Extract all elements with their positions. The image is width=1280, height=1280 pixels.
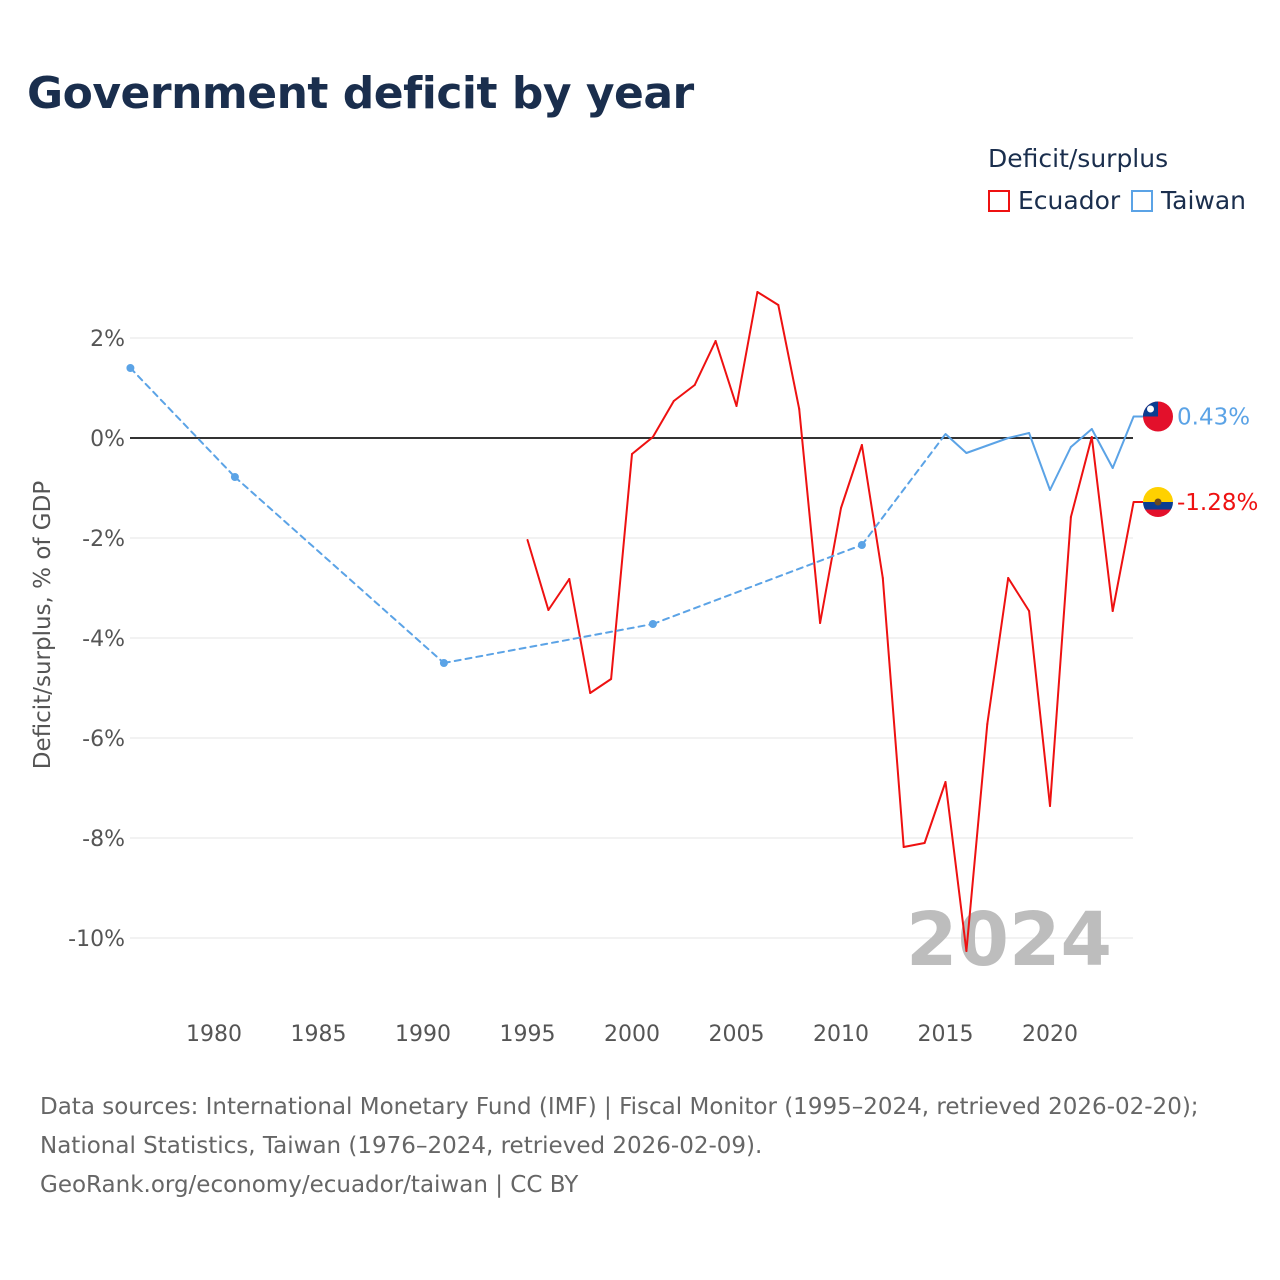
footer-credit[interactable]: GeoRank.org/economy/ecuador/taiwan | CC … bbox=[40, 1172, 579, 1198]
y-axis-label: Deficit/surplus, % of GDP bbox=[30, 481, 56, 770]
y-tick-label: -10% bbox=[68, 927, 125, 952]
series-segment-taiwan bbox=[944, 433, 968, 454]
series-segment-ecuador bbox=[735, 291, 759, 407]
series-segment-taiwan bbox=[129, 367, 236, 478]
data-point-taiwan bbox=[439, 659, 448, 667]
series-segment-ecuador bbox=[819, 507, 842, 624]
series-segment-ecuador bbox=[1007, 577, 1031, 612]
series-segment-ecuador bbox=[777, 304, 801, 410]
series-segment-ecuador bbox=[798, 408, 822, 624]
series-segment-ecuador bbox=[923, 781, 947, 844]
y-tick-label: 2% bbox=[90, 327, 125, 352]
series-segment-ecuador bbox=[965, 723, 989, 952]
flag-ecuador-icon bbox=[1143, 487, 1173, 517]
series-segment-taiwan bbox=[1028, 432, 1051, 491]
series-segment-ecuador bbox=[1090, 436, 1114, 612]
series-segment-ecuador bbox=[1049, 516, 1072, 807]
legend-swatch-ecuador bbox=[988, 189, 1010, 212]
footer-sources-1: Data sources: International Monetary Fun… bbox=[40, 1094, 1199, 1120]
series-segment-ecuador bbox=[986, 577, 1010, 725]
legend-label-ecuador: Ecuador bbox=[1018, 186, 1121, 215]
series-segment-taiwan bbox=[1049, 446, 1072, 491]
series-segment-ecuador bbox=[1111, 501, 1135, 612]
watermark-year: 2024 bbox=[906, 897, 1112, 983]
data-point-taiwan bbox=[857, 541, 866, 549]
series-segment-ecuador bbox=[568, 578, 592, 694]
series-segment-ecuador bbox=[1028, 610, 1051, 807]
series-segment-taiwan bbox=[1090, 428, 1114, 469]
series-segment-ecuador bbox=[651, 400, 675, 438]
flag-emblem bbox=[1154, 498, 1162, 506]
series-segment-ecuador bbox=[589, 678, 613, 694]
series-segment-ecuador bbox=[756, 291, 780, 306]
series-segment-ecuador bbox=[860, 444, 884, 579]
flag-red bbox=[1143, 509, 1173, 517]
legend-title: Deficit/surplus bbox=[988, 144, 1169, 173]
series-segment-taiwan bbox=[986, 437, 1010, 447]
flag-yellow bbox=[1143, 487, 1173, 502]
x-tick-label: 1990 bbox=[395, 1022, 451, 1047]
series-segment-taiwan bbox=[1069, 428, 1093, 448]
x-tick-label: 2010 bbox=[813, 1022, 869, 1047]
series-segment-ecuador bbox=[840, 444, 863, 509]
series-segment-taiwan bbox=[965, 444, 989, 454]
series-segment-taiwan bbox=[1111, 415, 1135, 469]
y-tick-label: -6% bbox=[82, 727, 125, 752]
end-label-taiwan: 0.43% bbox=[1177, 405, 1250, 431]
legend-label-taiwan: Taiwan bbox=[1161, 186, 1247, 215]
series-segment-taiwan bbox=[1007, 432, 1031, 439]
series-segment-taiwan bbox=[651, 544, 863, 625]
footer: Data sources: International Monetary Fun… bbox=[40, 1088, 1199, 1205]
series-segment-ecuador bbox=[693, 340, 717, 386]
x-tick-label: 2020 bbox=[1022, 1022, 1078, 1047]
end-label-ecuador: -1.28% bbox=[1177, 490, 1258, 516]
series-segment-taiwan bbox=[860, 433, 947, 546]
series-segment-ecuador bbox=[944, 781, 968, 952]
series-segment-ecuador bbox=[1069, 436, 1093, 518]
flag-taiwan-icon bbox=[1143, 401, 1173, 432]
series-segment-ecuador bbox=[631, 436, 654, 455]
y-tick-label: -4% bbox=[82, 627, 125, 652]
y-tick-label: 0% bbox=[90, 427, 125, 452]
flag-sun bbox=[1147, 405, 1154, 413]
legend-item-ecuador[interactable]: Ecuador bbox=[988, 186, 1120, 215]
chart-title: Government deficit by year bbox=[27, 68, 694, 119]
legend-swatch-taiwan bbox=[1131, 189, 1153, 212]
x-tick-label: 1985 bbox=[291, 1022, 347, 1047]
x-tick-label: 1995 bbox=[500, 1022, 556, 1047]
flag-body bbox=[1143, 401, 1173, 432]
x-tick-label: 2005 bbox=[709, 1022, 765, 1047]
series-segment-ecuador bbox=[547, 578, 571, 611]
y-tick-label: -2% bbox=[82, 527, 125, 552]
footer-sources-2: National Statistics, Taiwan (1976–2024, … bbox=[40, 1133, 763, 1159]
data-point-taiwan bbox=[648, 620, 657, 628]
y-tick-label: -8% bbox=[82, 827, 125, 852]
series-segment-ecuador bbox=[714, 340, 738, 407]
series-segment-taiwan bbox=[233, 476, 445, 664]
data-point-taiwan bbox=[126, 364, 135, 372]
series-segment-ecuador bbox=[902, 842, 926, 848]
legend-item-taiwan[interactable]: Taiwan bbox=[1131, 186, 1246, 215]
x-tick-label: 2015 bbox=[918, 1022, 974, 1047]
series-segment-ecuador bbox=[672, 384, 696, 402]
series-segment-ecuador bbox=[881, 577, 905, 848]
flag-blue bbox=[1143, 502, 1173, 510]
series-segment-ecuador bbox=[526, 539, 550, 611]
series-segment-taiwan bbox=[442, 623, 654, 664]
x-tick-label: 2000 bbox=[604, 1022, 660, 1047]
x-tick-label: 1980 bbox=[186, 1022, 242, 1047]
series-segment-ecuador bbox=[610, 453, 633, 680]
data-point-taiwan bbox=[230, 473, 239, 481]
flag-body bbox=[1143, 487, 1173, 517]
